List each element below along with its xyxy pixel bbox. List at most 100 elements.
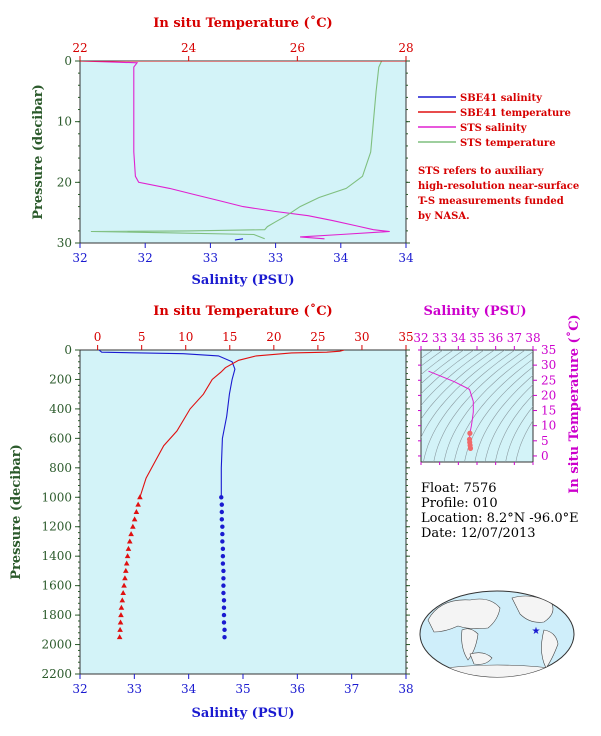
pressure-tick-label: 10 xyxy=(57,115,72,129)
ts-sal-tick-label: 33 xyxy=(432,331,447,345)
salinity-sample-marker xyxy=(221,568,226,574)
series-line-sts-temperature xyxy=(90,61,383,240)
density-contour xyxy=(443,351,533,462)
salinity-sample-marker xyxy=(220,531,225,537)
salinity-sample-marker xyxy=(220,553,226,559)
legend-label-sbe41-salinity: SBE41 salinity xyxy=(460,93,543,104)
temp-tick-label: 22 xyxy=(72,41,87,55)
salinity-sample-marker xyxy=(221,620,227,625)
series-line-sts-salinity xyxy=(80,61,390,240)
density-contour xyxy=(433,350,526,462)
sal-tick-label: 34 xyxy=(181,682,197,696)
y-axis-label-near-surface: Pressure (decibar) xyxy=(31,84,46,220)
temperature-sample-marker xyxy=(130,523,136,529)
pressure-tick-label: 200 xyxy=(49,372,72,386)
salinity-sample-marker xyxy=(219,495,224,500)
right-axis-label-ts-diagram: In situ Temperature (˚C) xyxy=(566,314,582,493)
float-location-star: ★ xyxy=(532,626,541,637)
temp-tick-label: 0 xyxy=(94,330,102,344)
temperature-sample-marker xyxy=(137,494,143,500)
salinity-sample-marker xyxy=(219,502,225,507)
float-info: Float: 7576 Profile: 010 Location: 8.2°N… xyxy=(421,481,579,541)
legend-entry-sbe41-temperature: SBE41 temperature xyxy=(418,108,571,119)
temperature-sample-marker xyxy=(124,553,131,559)
map-landmasses xyxy=(427,595,566,677)
legend-label-sts-temperature: STS temperature xyxy=(460,138,556,149)
pressure-tick-label: 600 xyxy=(49,431,72,445)
series-line-sbe41-salinity xyxy=(98,350,236,498)
sal-tick-label: 36 xyxy=(290,682,305,696)
sal-tick-label: 32 xyxy=(138,251,153,265)
temp-tick-label: 26 xyxy=(290,41,305,55)
temperature-sample-marker xyxy=(120,590,126,595)
ts-sal-tick-label: 35 xyxy=(469,331,484,345)
pressure-tick-label: 1000 xyxy=(41,490,72,504)
temperature-sample-marker xyxy=(128,531,134,537)
float-id: Float: 7576 xyxy=(421,481,497,496)
density-contour xyxy=(421,350,495,420)
chart-full-profile: 0 5 10 15 20 25 30 35 32 33 34 35 36 37 38 0 200 400 600 80… xyxy=(9,303,414,721)
pressure-tick-label: 800 xyxy=(49,461,72,475)
pressure-tick-label: 1200 xyxy=(41,520,72,534)
sal-tick-label: 35 xyxy=(235,682,250,696)
ts-temp-tick-label: 25 xyxy=(541,373,556,387)
pressure-tick-label: 0 xyxy=(64,54,72,68)
ts-temp-tick-label: 35 xyxy=(541,343,556,357)
ts-deep-sample-marker xyxy=(467,445,474,451)
date: Date: 12/07/2013 xyxy=(421,526,536,541)
legend-note-line-4: by NASA. xyxy=(418,211,470,222)
temp-tick-label: 35 xyxy=(398,330,413,344)
ts-temp-tick-label: 10 xyxy=(541,419,556,433)
density-contour xyxy=(515,420,533,462)
sal-tick-label: 32 xyxy=(72,682,87,696)
sal-tick-label: 33 xyxy=(203,251,218,265)
sal-tick-label: 33 xyxy=(127,682,142,696)
temperature-sample-marker xyxy=(119,597,126,603)
legend-note-line-3: T-S measurements funded xyxy=(418,196,564,207)
temperature-sample-marker xyxy=(135,501,141,507)
ts-sal-tick-label: 37 xyxy=(507,331,522,345)
salinity-sample-marker xyxy=(220,561,226,566)
temperature-sample-marker xyxy=(126,538,133,544)
pressure-tick-label: 1600 xyxy=(41,579,72,593)
pressure-tick-label: 400 xyxy=(49,402,72,416)
salinity-sample-marker xyxy=(221,605,227,610)
density-contour xyxy=(423,350,516,462)
temp-tick-label: 24 xyxy=(181,41,197,55)
salinity-sample-marker xyxy=(221,612,227,618)
bottom-axis-label-near-surface: Salinity (PSU) xyxy=(192,273,295,288)
location: Location: 8.2°N -96.0°E xyxy=(421,511,579,526)
ts-temp-tick-label: 0 xyxy=(541,449,549,463)
salinity-sample-marker xyxy=(222,627,227,633)
temp-tick-label: 28 xyxy=(398,41,413,55)
salinity-sample-marker xyxy=(219,509,225,515)
pressure-tick-label: 20 xyxy=(57,175,72,189)
ts-sal-tick-label: 38 xyxy=(525,331,540,345)
y-axis-label-full-profile: Pressure (decibar) xyxy=(9,444,24,580)
temp-tick-label: 10 xyxy=(178,330,193,344)
landmass-eurasia xyxy=(427,598,501,633)
legend: SBE41 salinity SBE41 temperature STS sal… xyxy=(418,93,579,222)
landmass-africa xyxy=(461,628,479,661)
ts-temp-tick-label: 15 xyxy=(541,404,556,418)
temp-tick-label: 25 xyxy=(310,330,325,344)
legend-entry-sbe41-salinity: SBE41 salinity xyxy=(418,93,543,104)
series-line-sbe41-salinity xyxy=(234,238,244,241)
temp-tick-label: 5 xyxy=(138,330,146,344)
pressure-tick-label: 1800 xyxy=(41,608,72,622)
salinity-sample-marker xyxy=(220,524,225,529)
temp-tick-label: 15 xyxy=(222,330,237,344)
sal-tick-label: 32 xyxy=(72,251,87,265)
landmass-north-america xyxy=(511,595,554,623)
salinity-sample-marker xyxy=(219,517,225,522)
ts-temp-tick-label: 30 xyxy=(541,358,556,372)
ticks-full-profile: 0 5 10 15 20 25 30 35 32 33 34 35 36 37 38 0 200 400 600 80… xyxy=(41,330,413,696)
salinity-sample-marker xyxy=(221,598,227,603)
plot-area-ts-diagram xyxy=(420,349,534,463)
ticks-near-surface: 22 24 26 28 32 32 33 33 34 34 0 10 20 30 xyxy=(57,41,414,265)
temperature-sample-marker xyxy=(117,619,124,625)
series-full-profile xyxy=(98,350,345,640)
